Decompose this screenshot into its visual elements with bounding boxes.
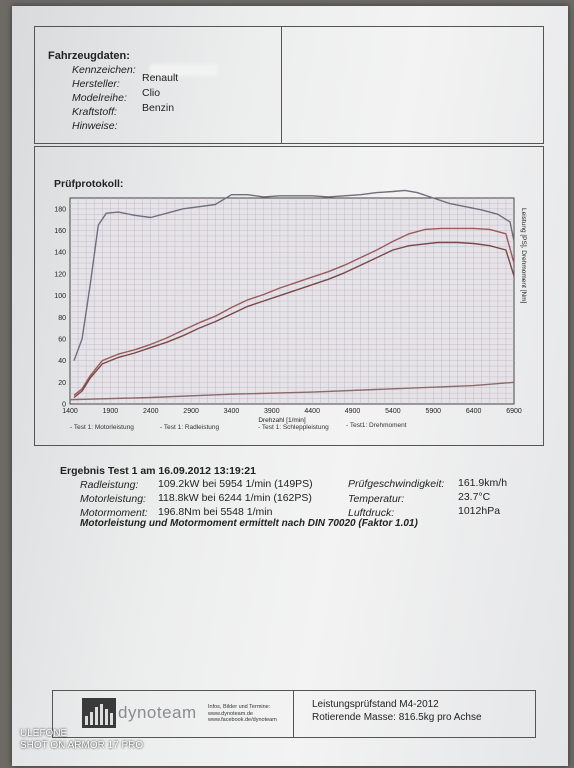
redacted-plate: [150, 64, 218, 76]
legend-label-radleistung: Test 1: Radleistung: [163, 424, 220, 431]
field-label-modelreihe: Modelreihe:: [72, 92, 127, 104]
side-label-luftdruck: Luftdruck:: [348, 507, 395, 519]
y-tick-label: 160: [54, 228, 66, 235]
y-tick-label: 100: [54, 293, 66, 300]
x-tick-label: 1400: [62, 408, 78, 415]
field-value-modelreihe: Clio: [142, 87, 161, 99]
side-value-luftdruck: 1012hPa: [458, 505, 501, 517]
series-motorleistung-line: [73, 227, 515, 396]
series-drehmoment-line: [73, 189, 515, 361]
field-value-hersteller: Renault: [142, 72, 179, 84]
x-tick-label: 3900: [264, 408, 280, 415]
chart-box: [34, 146, 544, 446]
info-line-3: www.facebook.de/dynoteam: [208, 717, 277, 723]
dyno-report-sheet: Fahrzeugdaten: Kennzeichen: Hersteller: …: [12, 6, 568, 766]
legend-label-motorleistung: Test 1: Motorleistung: [73, 424, 134, 431]
result-label-motorleistung: Motorleistung:: [80, 493, 146, 505]
result-label-radleistung: Radleistung:: [80, 479, 139, 491]
field-value-kraftstoff: Benzin: [142, 102, 175, 114]
legend-label-drehmoment: Test1: Drehmoment: [349, 422, 407, 429]
vehicle-data-box: [34, 26, 544, 144]
vehicle-data-title: Fahrzeugdaten:: [48, 50, 130, 62]
x-tick-label: 1900: [103, 408, 119, 415]
series-schleppleistung-line: [69, 381, 515, 401]
field-label-hinweise: Hinweise:: [72, 120, 118, 132]
protocol-title: Prüfprotokoll:: [54, 178, 124, 190]
footer-divider: [293, 691, 294, 737]
legend-schleppleistung: - Test 1: Schleppleistung: [258, 424, 329, 431]
footer-stand: Leistungsprüfstand M4-2012: [312, 699, 439, 710]
watermark-line-2: SHOT ON ARMOR 17 PRO: [20, 740, 144, 751]
x-tick-label: 3400: [224, 408, 240, 415]
legend-motorleistung: - Test 1: Motorleistung: [70, 424, 134, 431]
y-tick-label: 120: [54, 271, 66, 278]
din-note: Motorleistung und Motormoment ermittelt …: [80, 518, 418, 529]
info-line-2: www.dynoteam.de: [208, 710, 253, 717]
dyno-chart: 1400 1900 2400 2900 3400 3900 4400 4900 5400 5900…: [54, 189, 527, 424]
side-label-temperatur: Temperatur:: [348, 493, 405, 505]
vehicle-data-divider: [281, 26, 282, 144]
info-line-1: Infos, Bilder und Termine:: [208, 704, 271, 710]
y-tick-label: 80: [58, 315, 66, 322]
camera-watermark: ULEFONE SHOT ON ARMOR 17 PRO: [20, 728, 143, 752]
x-tick-label: 6400: [466, 408, 482, 415]
side-label-pruefgeschwindigkeit: Prüfgeschwindigkeit:: [348, 478, 445, 490]
footer-mass: Rotierende Masse: 816.5kg pro Achse: [312, 712, 482, 723]
footer-info: Infos, Bilder und Termine: www.dynoteam.…: [208, 704, 277, 724]
field-label-hersteller: Hersteller:: [72, 78, 120, 90]
result-value-radleistung: 109.2kW bei 5954 1/min (149PS): [158, 478, 313, 490]
watermark-line-1: ULEFONE: [20, 728, 68, 739]
y-tick-label: 40: [58, 358, 66, 365]
dynoteam-logo: dynoteam: [82, 698, 206, 728]
result-value-motormoment: 196.8Nm bei 5548 1/min: [158, 506, 273, 518]
y-tick-label: 140: [54, 250, 66, 257]
x-tick-label: 4900: [345, 408, 361, 415]
series-radleistung-line: [73, 241, 515, 399]
field-label-kennzeichen: Kennzeichen:: [72, 64, 136, 76]
x-tick-label: 6900: [506, 408, 522, 415]
x-tick-label: 2400: [143, 408, 159, 415]
footer-box: [52, 690, 536, 738]
result-value-motorleistung: 118.8kW bei 6244 1/min (162PS): [158, 492, 312, 504]
y-tick-label: 180: [54, 206, 66, 213]
legend-radleistung: - Test 1: Radleistung: [160, 424, 220, 431]
x-tick-label: 2900: [183, 408, 199, 415]
y-axis-label: Leistung [PS], Drehmoment [Nm]: [520, 208, 527, 304]
result-label-motormoment: Motormoment:: [80, 507, 148, 519]
y-tick-label: 60: [58, 336, 66, 343]
x-axis-label: Drehzahl [1/min]: [258, 417, 306, 424]
x-tick-label: 4400: [304, 408, 320, 415]
y-tick-label: 0: [62, 402, 66, 409]
y-tick-label: 20: [58, 380, 66, 387]
field-label-kraftstoff: Kraftstoff:: [72, 106, 117, 118]
dyno-bars-icon: [82, 698, 116, 728]
brand-name: dynoteam: [118, 703, 197, 722]
x-tick-label: 5400: [385, 408, 401, 415]
legend-drehmoment: - Test1: Drehmoment: [346, 422, 407, 429]
legend-label-schleppleistung: Test 1: Schleppleistung: [261, 424, 329, 431]
results-title: Ergebnis Test 1 am 16.09.2012 13:19:21: [60, 465, 256, 477]
side-value-pruefgeschwindigkeit: 161.9km/h: [458, 477, 508, 489]
side-value-temperatur: 23.7°C: [458, 491, 491, 503]
x-tick-label: 5900: [425, 408, 441, 415]
